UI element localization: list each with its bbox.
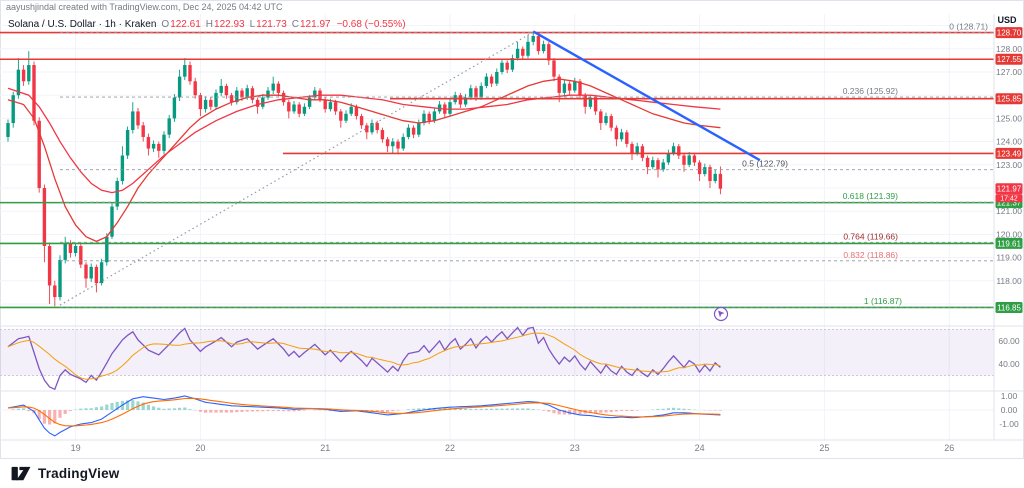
open-label: O bbox=[161, 19, 170, 30]
ma-fast bbox=[7, 78, 721, 243]
svg-text:19: 19 bbox=[71, 443, 81, 453]
tradingview-logo[interactable]: TradingView bbox=[10, 463, 119, 485]
macd-pane bbox=[0, 395, 994, 437]
open-value: 122.61 bbox=[170, 19, 201, 30]
low-value: 121.73 bbox=[256, 19, 287, 30]
high-value: 122.93 bbox=[214, 19, 245, 30]
svg-text:17:42: 17:42 bbox=[1000, 196, 1018, 203]
svg-text:60.00: 60.00 bbox=[998, 336, 1020, 346]
svg-text:118.00: 118.00 bbox=[996, 276, 1022, 286]
svg-text:0.236 (125.92): 0.236 (125.92) bbox=[843, 86, 898, 96]
svg-text:26: 26 bbox=[944, 443, 954, 453]
change-value: −0.68 (−0.55%) bbox=[336, 19, 406, 30]
svg-text:-1.00: -1.00 bbox=[999, 419, 1019, 429]
rsi-line bbox=[7, 326, 721, 391]
svg-text:25: 25 bbox=[819, 443, 829, 453]
grid bbox=[0, 14, 994, 440]
svg-text:125.00: 125.00 bbox=[996, 113, 1022, 123]
svg-text:121.97: 121.97 bbox=[997, 185, 1022, 194]
macd-signal-line bbox=[7, 397, 721, 427]
svg-text:121.00: 121.00 bbox=[996, 206, 1022, 216]
high-label: H bbox=[205, 19, 214, 30]
rsi-band bbox=[0, 329, 994, 376]
svg-text:121.37: 121.37 bbox=[997, 198, 1022, 207]
svg-text:1 (116.87): 1 (116.87) bbox=[864, 296, 902, 306]
symbol-title: Solana / U.S. Dollar · 1h · Kraken bbox=[8, 19, 157, 30]
svg-text:0 (128.71): 0 (128.71) bbox=[949, 21, 988, 31]
svg-text:127.00: 127.00 bbox=[996, 67, 1022, 77]
macd-line bbox=[7, 395, 721, 437]
svg-text:123.49: 123.49 bbox=[997, 149, 1022, 158]
svg-text:40.00: 40.00 bbox=[998, 359, 1020, 369]
svg-text:0.832 (118.86): 0.832 (118.86) bbox=[843, 250, 898, 260]
svg-text:24: 24 bbox=[695, 443, 705, 453]
price-axis[interactable]: 128.00 127.00 125.00 124.00 123.00 121.00 120.… bbox=[996, 44, 1022, 429]
tradingview-logo-icon bbox=[11, 466, 31, 480]
svg-text:0.00: 0.00 bbox=[1001, 405, 1018, 415]
svg-text:128.00: 128.00 bbox=[996, 44, 1022, 54]
svg-text:23: 23 bbox=[570, 443, 580, 453]
svg-text:125.85: 125.85 bbox=[997, 95, 1022, 104]
svg-text:0.764 (119.66): 0.764 (119.66) bbox=[843, 231, 898, 241]
svg-text:123.00: 123.00 bbox=[996, 160, 1022, 170]
svg-text:116.85: 116.85 bbox=[997, 303, 1021, 312]
rsi-ma-line bbox=[7, 332, 721, 380]
bottom-toolbar: TradingView bbox=[0, 458, 1024, 488]
moving-average-lines bbox=[7, 78, 721, 243]
fib-retracement[interactable]: 0 (128.71) 0.236 (125.92) 0.5 (122.79) 0.61… bbox=[60, 21, 994, 308]
svg-text:120.00: 120.00 bbox=[996, 229, 1022, 239]
svg-text:20: 20 bbox=[195, 443, 205, 453]
cursor-bubble-icon[interactable] bbox=[713, 306, 729, 322]
svg-text:1.00: 1.00 bbox=[1001, 391, 1018, 401]
svg-text:119.00: 119.00 bbox=[996, 253, 1022, 263]
chart-canvas[interactable]: 0 (128.71) 0.236 (125.92) 0.5 (122.79) 0.61… bbox=[0, 0, 1024, 458]
svg-text:21: 21 bbox=[320, 443, 330, 453]
descending-trendline bbox=[532, 30, 761, 162]
svg-text:22: 22 bbox=[445, 443, 455, 453]
close-value: 121.97 bbox=[300, 19, 331, 30]
low-label: L bbox=[249, 19, 256, 30]
price-badges: 128.70 127.55 125.85 123.49 121.37 119.61 116.… bbox=[995, 27, 1023, 313]
creation-note: aayushjindal created with TradingView.co… bbox=[6, 2, 283, 12]
svg-text:128.70: 128.70 bbox=[997, 28, 1022, 37]
tradingview-wordmark: TradingView bbox=[38, 466, 120, 481]
rsi-pane bbox=[7, 326, 721, 391]
svg-text:127.55: 127.55 bbox=[997, 55, 1022, 64]
trend-lines[interactable] bbox=[59, 30, 761, 306]
price-axis-currency[interactable]: USD bbox=[997, 15, 1017, 25]
pane-separators bbox=[0, 14, 1024, 441]
svg-text:0.618 (121.39): 0.618 (121.39) bbox=[843, 191, 898, 201]
ascending-dotted-line bbox=[59, 31, 534, 306]
close-label: C bbox=[291, 19, 299, 30]
svg-text:0.5 (122.79): 0.5 (122.79) bbox=[742, 159, 788, 169]
svg-text:124.00: 124.00 bbox=[996, 137, 1022, 147]
time-axis[interactable]: 19 20 21 22 23 24 25 26 bbox=[71, 443, 955, 453]
svg-text:119.61: 119.61 bbox=[997, 239, 1021, 248]
horizontal-price-lines[interactable] bbox=[0, 31, 994, 309]
ma-slow bbox=[7, 87, 721, 194]
symbol-legend[interactable]: Solana / U.S. Dollar · 1h · Kraken O122.6… bbox=[8, 19, 406, 30]
